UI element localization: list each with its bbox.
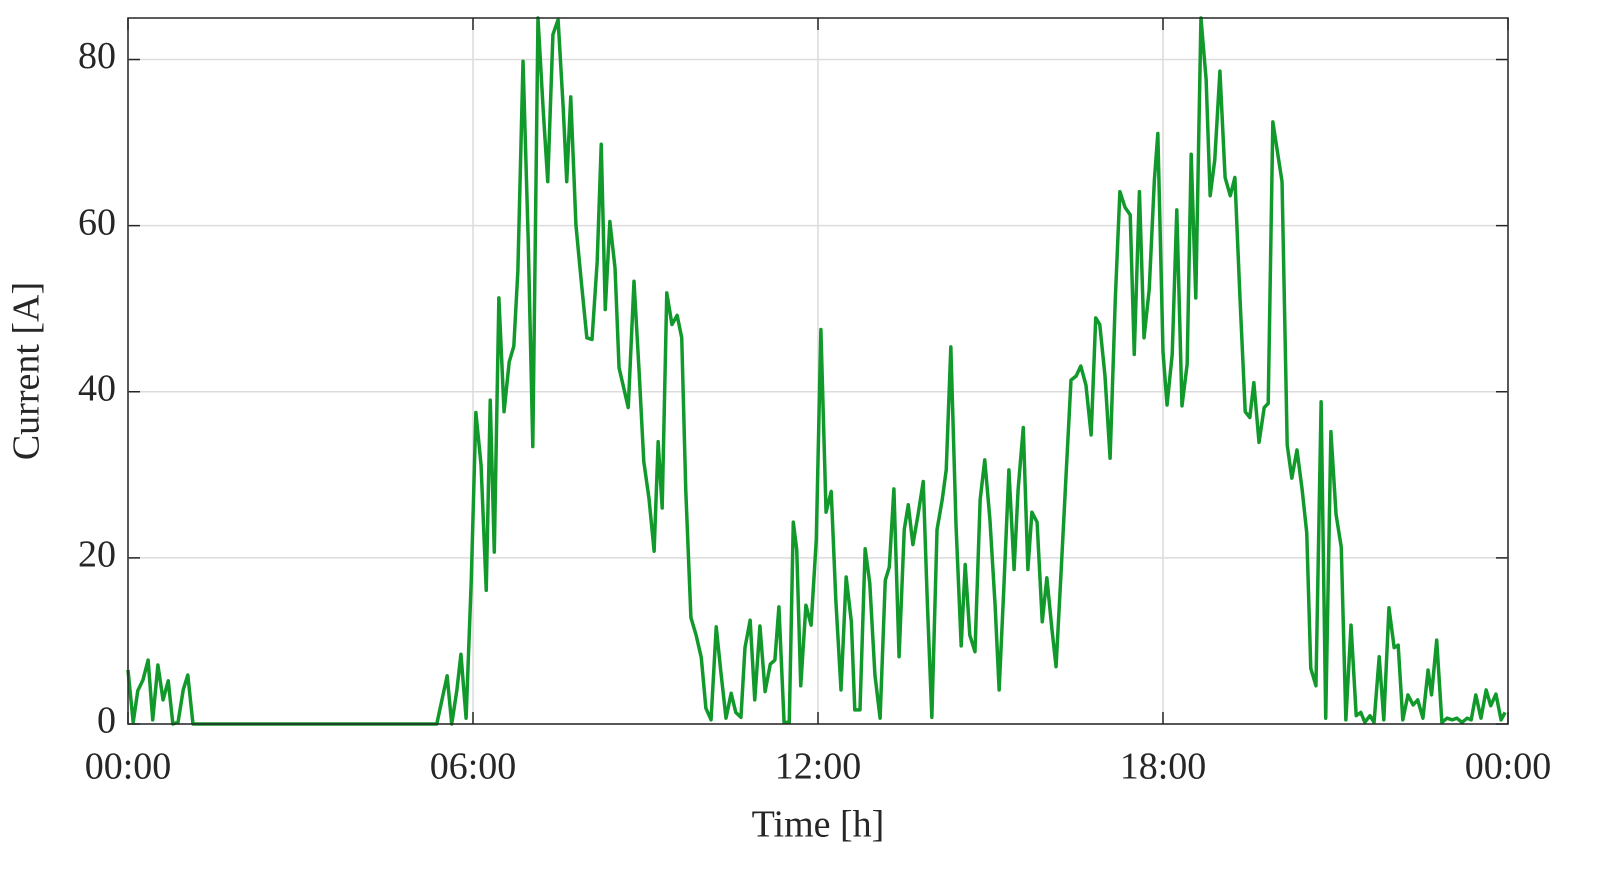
x-tick-label: 00:00 [1465, 746, 1552, 788]
y-tick-label: 0 [97, 700, 116, 742]
y-tick-label: 80 [78, 35, 116, 77]
x-tick-label: 18:00 [1120, 746, 1207, 788]
data-line [126, 16, 1507, 726]
y-tick-label: 40 [78, 367, 116, 409]
x-axis-label: Time [h] [752, 804, 885, 846]
y-tick-label: 60 [78, 201, 116, 243]
y-axis-label: Current [A] [6, 282, 48, 460]
y-tick-label: 20 [78, 534, 116, 576]
x-tick-label: 00:00 [85, 746, 172, 788]
x-tick-label: 12:00 [775, 746, 862, 788]
plot-frame [127, 17, 1509, 725]
x-tick-label: 06:00 [430, 746, 517, 788]
